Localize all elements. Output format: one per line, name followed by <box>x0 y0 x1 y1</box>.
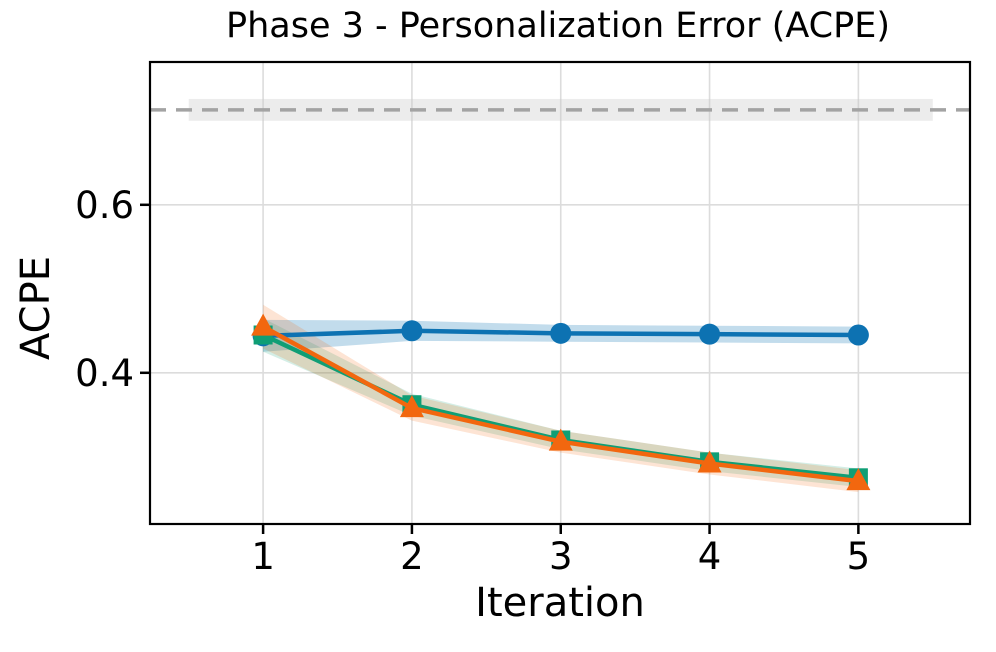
series_blue-marker-circle <box>699 323 721 345</box>
y-tick-label: 0.6 <box>75 184 134 227</box>
chart-title: Phase 3 - Personalization Error (ACPE) <box>225 6 890 46</box>
series_orange-marker-triangle <box>846 468 871 491</box>
series_orange-marker-triangle <box>399 395 424 418</box>
baseline-band <box>188 98 933 121</box>
x-tick-label: 5 <box>847 535 871 578</box>
x-tick-label: 4 <box>698 535 722 578</box>
x-tick-label: 3 <box>549 535 573 578</box>
series_blue-marker-circle <box>550 322 572 344</box>
x-tick-label: 2 <box>400 535 424 578</box>
series_orange-marker-triangle <box>697 450 722 473</box>
series_orange-marker-triangle <box>251 313 276 336</box>
series_blue-marker-circle <box>401 320 423 342</box>
y-tick-label: 0.4 <box>75 352 134 395</box>
x-axis-label: Iteration <box>475 580 645 626</box>
series_blue-marker-circle <box>847 324 869 346</box>
series_orange-marker-triangle <box>548 428 573 451</box>
y-axis-label: ACPE <box>13 256 59 360</box>
x-tick-label: 1 <box>251 535 275 578</box>
